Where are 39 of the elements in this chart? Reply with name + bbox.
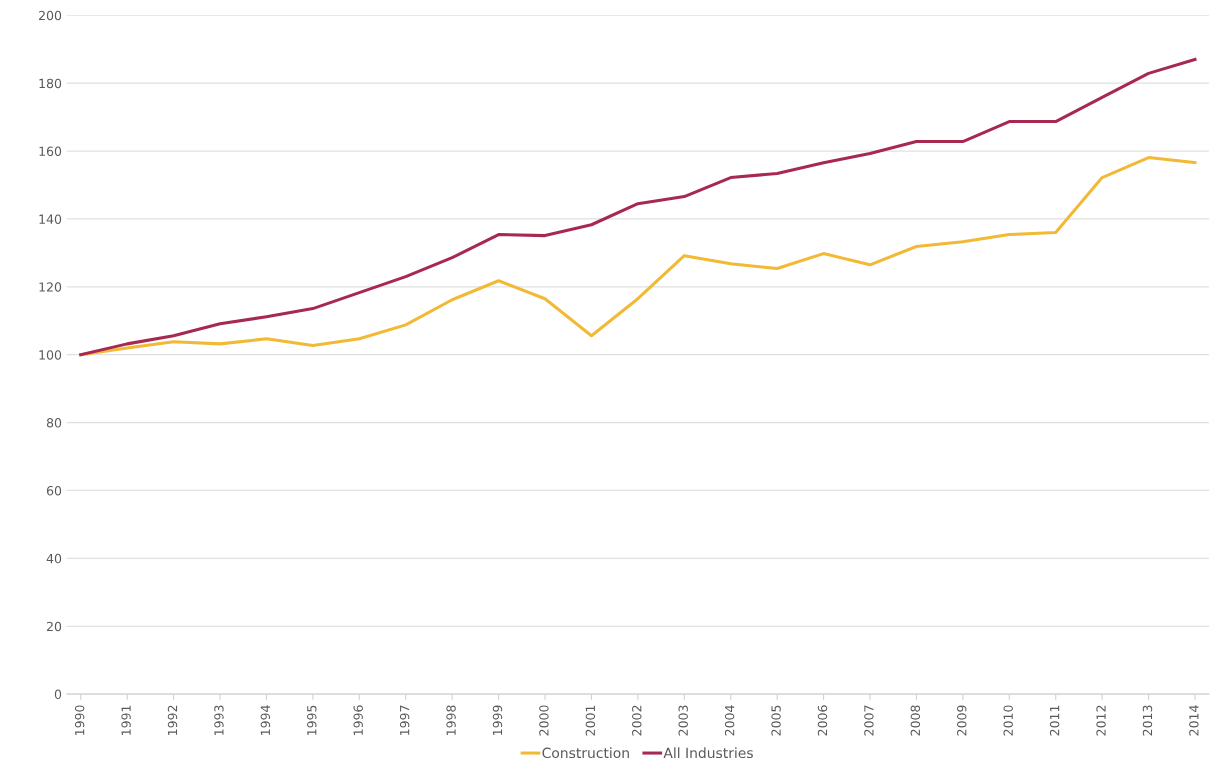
legend-label: All Industries (663, 747, 753, 759)
x-tick-label: 2007 (864, 705, 874, 736)
legend-label: Construction (542, 747, 629, 759)
x-tick-label: 1999 (492, 705, 503, 735)
y-tick-label: 180 (39, 78, 62, 89)
x-tick-label: 2010 (1003, 705, 1013, 736)
x-tick-label: 2012 (1096, 705, 1106, 736)
x-tick-label: 2000 (539, 705, 549, 736)
x-tick-label: 2003 (678, 705, 688, 736)
x-tick-label: 1993 (214, 705, 224, 735)
x-tick-label: 2001 (585, 705, 596, 736)
y-tick-label: 60 (46, 485, 62, 496)
x-tick-label: 2011 (1049, 705, 1060, 736)
y-tick-label: 100 (39, 350, 62, 360)
y-tick-label: 140 (39, 214, 62, 224)
y-tick-label: 0 (54, 689, 62, 700)
y-tick-label: 160 (39, 146, 62, 157)
x-tick-label: 1991 (121, 705, 131, 735)
x-tick-label: 2002 (632, 705, 642, 736)
y-tick-label: 20 (46, 621, 62, 632)
y-tick-label: 40 (46, 553, 62, 564)
y-tick-label: 80 (46, 418, 62, 428)
x-tick-label: 1994 (260, 705, 271, 735)
x-tick-label: 2014 (1189, 705, 1199, 736)
y-tick-label: 120 (39, 282, 62, 292)
x-tick-label: 1998 (446, 705, 456, 735)
x-tick-label: 2005 (771, 705, 781, 736)
x-tick-label: 1995 (307, 705, 317, 735)
x-tick-label: 2009 (957, 705, 967, 736)
x-tick-label: 2008 (910, 705, 921, 736)
x-tick-label: 1992 (167, 705, 178, 735)
x-tick-label: 2004 (724, 705, 735, 736)
line-series (79, 57, 1197, 357)
y-tick-label: 200 (39, 10, 62, 21)
x-tick-label: 2013 (1142, 705, 1153, 736)
x-tick-label: 1990 (74, 705, 85, 735)
x-tick-label: 2006 (817, 705, 828, 736)
x-tick-label: 1997 (399, 705, 410, 735)
x-tick-label: 1996 (353, 705, 363, 735)
